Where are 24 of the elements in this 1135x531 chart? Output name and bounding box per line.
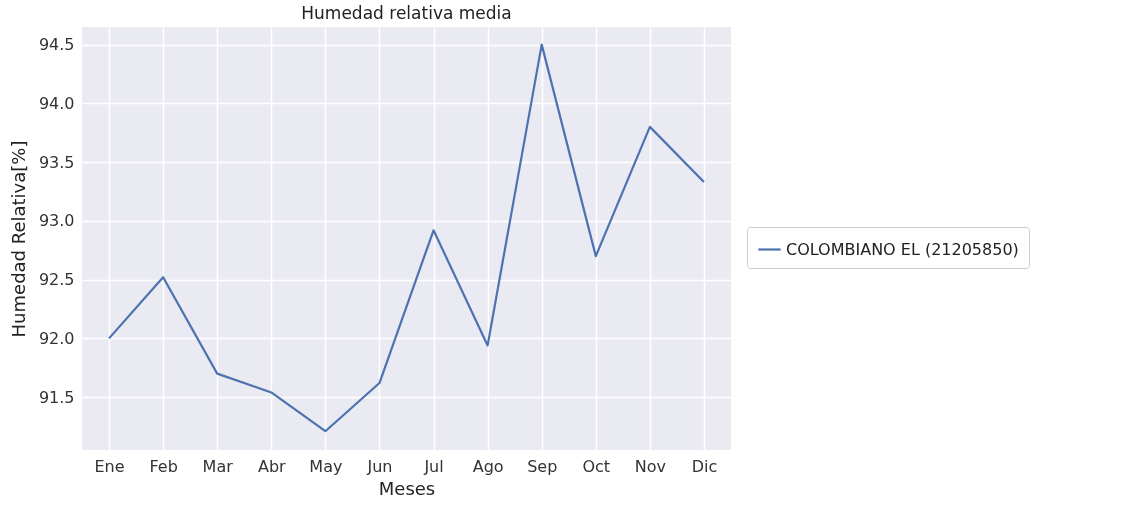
x-tick-label: Nov (634, 456, 666, 476)
x-tick-label: Dic (691, 456, 718, 476)
y-axis-title: Humedad Relativa[%] (7, 140, 29, 338)
x-tick-label: Ene (94, 456, 125, 476)
y-tick-label: 92.0 (38, 328, 75, 348)
y-tick-label: 93.0 (38, 211, 75, 231)
x-tick-label: Feb (149, 456, 178, 476)
x-tick-label: Sep (527, 456, 558, 476)
y-tick-label: 93.5 (38, 152, 75, 172)
x-tick-label: May (309, 456, 343, 476)
line-series (107, 43, 706, 433)
x-tick-label: Jun (366, 456, 393, 476)
x-tick-label: Jul (423, 456, 444, 476)
x-tick-label: Oct (582, 456, 611, 476)
y-tick-label: 94.5 (38, 35, 75, 55)
y-tick-label: 91.5 (38, 387, 75, 407)
y-tick-label: 94.0 (38, 93, 75, 113)
x-tick-label: Ago (472, 456, 504, 476)
chart-title: Humedad relativa media (301, 3, 512, 23)
x-tick-label: Mar (202, 456, 234, 476)
x-axis-title: Meses (378, 477, 436, 499)
y-tick-label: 92.5 (38, 270, 75, 290)
legend-label: COLOMBIANO EL (21205850) (786, 239, 1019, 259)
x-tick-label: Abr (257, 456, 287, 476)
